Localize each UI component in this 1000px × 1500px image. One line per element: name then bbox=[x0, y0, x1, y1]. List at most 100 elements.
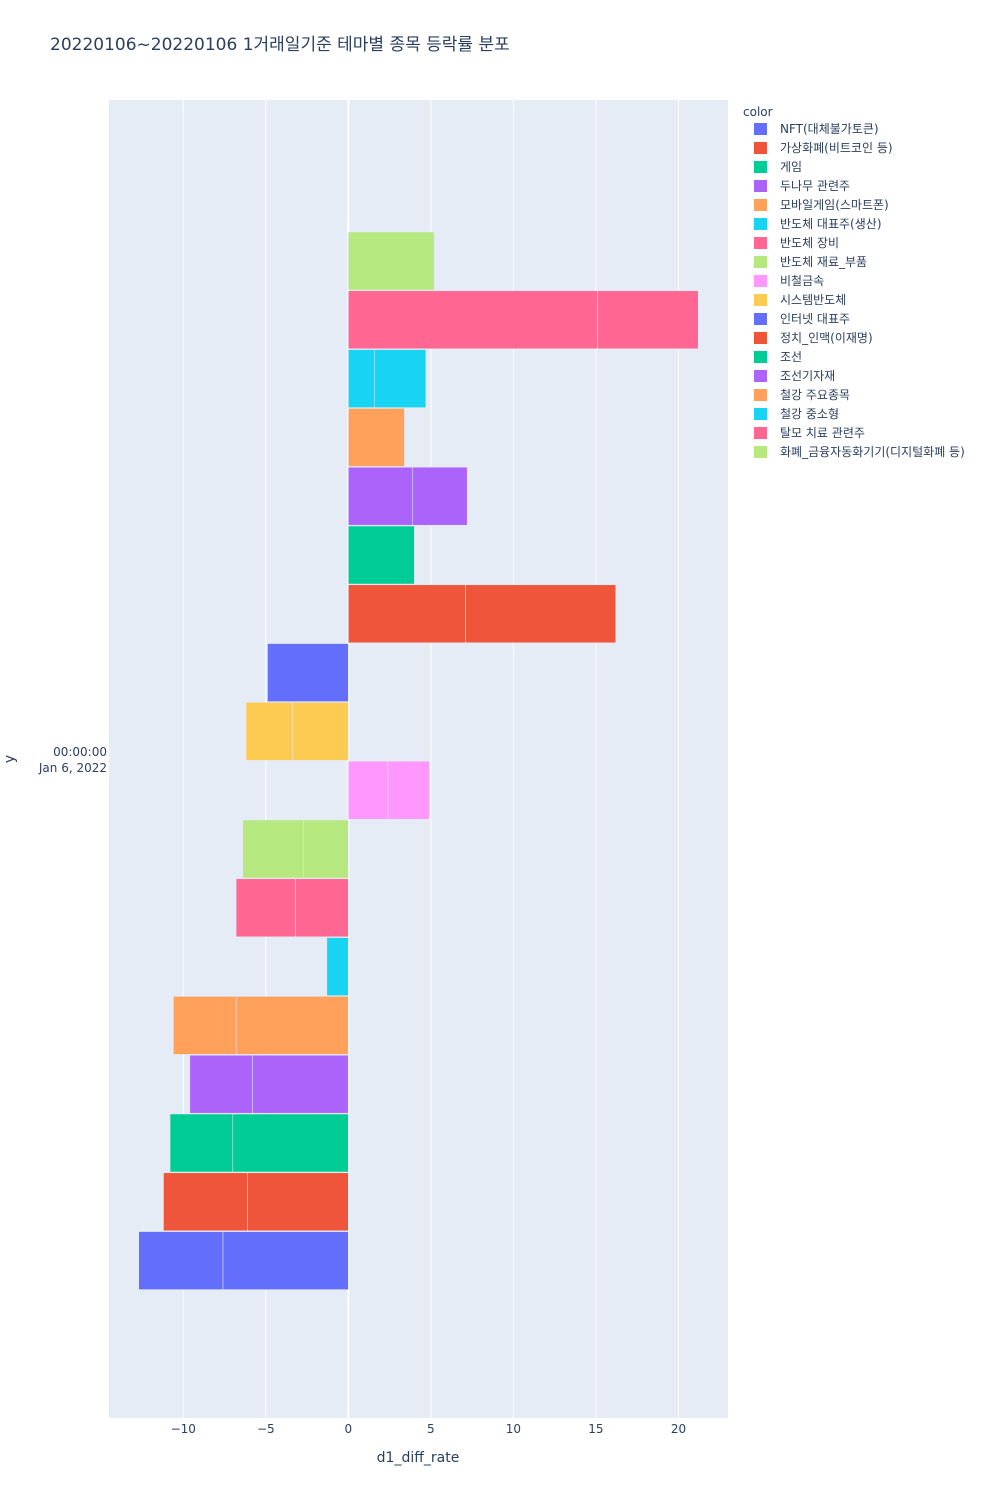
bar-segment[interactable] bbox=[348, 231, 435, 291]
legend-label: 가상화폐(비트코인 등) bbox=[780, 141, 893, 155]
legend-item[interactable]: 철강 중소형 bbox=[754, 407, 839, 421]
legend-label: 반도체 장비 bbox=[780, 236, 839, 250]
bar-segment[interactable] bbox=[465, 584, 617, 644]
legend-item[interactable]: 철강 주요종목 bbox=[754, 388, 850, 402]
y-tick-label-date: Jan 6, 2022 bbox=[38, 761, 107, 775]
bar-segment[interactable] bbox=[348, 760, 389, 820]
bar-segment[interactable] bbox=[267, 643, 349, 702]
bar-segment[interactable] bbox=[163, 1172, 248, 1232]
legend-label: 철강 주요종목 bbox=[780, 388, 850, 402]
bar-segment[interactable] bbox=[247, 1172, 349, 1232]
legend-item[interactable]: 화폐_금융자동화기기(디지털화폐 등) bbox=[754, 445, 965, 459]
bar-segment[interactable] bbox=[232, 1113, 349, 1173]
legend-swatch bbox=[754, 446, 767, 458]
legend-title: color bbox=[743, 105, 773, 119]
legend-swatch bbox=[754, 237, 767, 249]
bar-segment[interactable] bbox=[348, 290, 598, 350]
bar-segment[interactable] bbox=[222, 1231, 349, 1290]
y-axis-title: y bbox=[2, 755, 18, 763]
bar-segment[interactable] bbox=[235, 996, 349, 1055]
bar-segment[interactable] bbox=[412, 466, 468, 526]
legend-item[interactable]: 정치_인맥(이재명) bbox=[754, 331, 873, 345]
bar-segment[interactable] bbox=[235, 878, 296, 938]
legend-item[interactable]: 시스템반도체 bbox=[754, 293, 846, 307]
legend-item[interactable]: 게임 bbox=[754, 160, 802, 174]
bar-segment[interactable] bbox=[173, 996, 237, 1055]
legend-item[interactable]: 탈모 치료 관련주 bbox=[754, 426, 865, 440]
legend-item[interactable]: 비철금속 bbox=[754, 274, 824, 288]
x-tick-label: 5 bbox=[427, 1422, 435, 1436]
legend-label: 화폐_금융자동화기기(디지털화폐 등) bbox=[780, 445, 965, 459]
legend-item[interactable]: 인터넷 대표주 bbox=[754, 312, 850, 326]
legend-label: 철강 중소형 bbox=[780, 407, 839, 421]
legend-swatch bbox=[754, 180, 767, 192]
legend-label: 비철금속 bbox=[780, 274, 824, 288]
legend-item[interactable]: 반도체 재료_부품 bbox=[754, 255, 867, 269]
bar-segment[interactable] bbox=[348, 584, 466, 644]
bar-segment[interactable] bbox=[303, 819, 349, 879]
legend-label: 인터넷 대표주 bbox=[780, 312, 850, 326]
bar-segment[interactable] bbox=[295, 878, 349, 938]
bar-segment[interactable] bbox=[348, 349, 376, 408]
legend-swatch bbox=[754, 351, 767, 363]
legend-swatch bbox=[754, 142, 767, 154]
legend-swatch bbox=[754, 427, 767, 439]
legend-swatch bbox=[754, 313, 767, 325]
legend-item[interactable]: 두나무 관련주 bbox=[754, 179, 850, 193]
legend-swatch bbox=[754, 275, 767, 287]
bar-segment[interactable] bbox=[169, 1113, 234, 1173]
legend-swatch bbox=[754, 332, 767, 344]
legend-swatch bbox=[754, 256, 767, 268]
x-tick-label: 15 bbox=[588, 1422, 603, 1436]
bar-segment[interactable] bbox=[291, 702, 349, 761]
legend-label: 조선기자재 bbox=[780, 369, 835, 383]
legend-item[interactable]: 반도체 대표주(생산) bbox=[754, 217, 882, 231]
legend-item[interactable]: 모바일게임(스마트폰) bbox=[754, 198, 889, 212]
bar-segment[interactable] bbox=[138, 1231, 224, 1290]
x-tick-label: 20 bbox=[671, 1422, 686, 1436]
bar-segment[interactable] bbox=[374, 349, 427, 408]
x-axis-title: d1_diff_rate bbox=[377, 1450, 460, 1466]
legend-swatch bbox=[754, 294, 767, 306]
legend-swatch bbox=[754, 199, 767, 211]
legend-item[interactable]: 조선 bbox=[754, 350, 802, 364]
legend-swatch bbox=[754, 218, 767, 230]
x-tick-label: 10 bbox=[506, 1422, 521, 1436]
legend-swatch bbox=[754, 389, 767, 401]
legend-swatch bbox=[754, 370, 767, 382]
bar-segment[interactable] bbox=[242, 819, 305, 879]
legend-label: 조선 bbox=[780, 350, 802, 364]
bar-segment[interactable] bbox=[189, 1054, 253, 1114]
legend-label: 시스템반도체 bbox=[780, 293, 846, 307]
legend-label: 두나무 관련주 bbox=[780, 179, 850, 193]
legend-swatch bbox=[754, 123, 767, 135]
legend-item[interactable]: 조선기자재 bbox=[754, 369, 835, 383]
bar-segment[interactable] bbox=[326, 937, 349, 996]
legend-item[interactable]: 가상화폐(비트코인 등) bbox=[754, 141, 893, 155]
legend-swatch bbox=[754, 161, 767, 173]
bar-segment[interactable] bbox=[348, 525, 415, 585]
legend-label: 모바일게임(스마트폰) bbox=[780, 198, 889, 212]
bar-segment[interactable] bbox=[348, 466, 413, 526]
legend-label: 정치_인맥(이재명) bbox=[780, 331, 873, 345]
x-tick-label: −5 bbox=[257, 1422, 275, 1436]
bar-segment[interactable] bbox=[597, 290, 699, 350]
legend-label: 탈모 치료 관련주 bbox=[780, 426, 865, 440]
legend-item[interactable]: NFT(대체불가토큰) bbox=[754, 122, 879, 136]
legend-item[interactable]: 반도체 장비 bbox=[754, 236, 839, 250]
x-tick-label: −10 bbox=[171, 1422, 196, 1436]
legend-label: 게임 bbox=[780, 160, 802, 174]
x-axis-ticks: −10 −5 0 5 10 15 20 bbox=[171, 1422, 687, 1436]
bar-segment[interactable] bbox=[348, 408, 405, 467]
y-tick-label-time: 00:00:00 bbox=[53, 745, 107, 759]
bars bbox=[138, 231, 699, 1290]
bar-segment[interactable] bbox=[245, 702, 293, 761]
bar-segment[interactable] bbox=[387, 760, 430, 820]
chart-title: 20220106~20220106 1거래일기준 테마별 종목 등락률 분포 bbox=[50, 35, 510, 55]
legend-label: 반도체 대표주(생산) bbox=[780, 217, 882, 231]
x-tick-label: 0 bbox=[345, 1422, 353, 1436]
legend-label: NFT(대체불가토큰) bbox=[780, 122, 879, 136]
bar-segment[interactable] bbox=[252, 1054, 349, 1114]
